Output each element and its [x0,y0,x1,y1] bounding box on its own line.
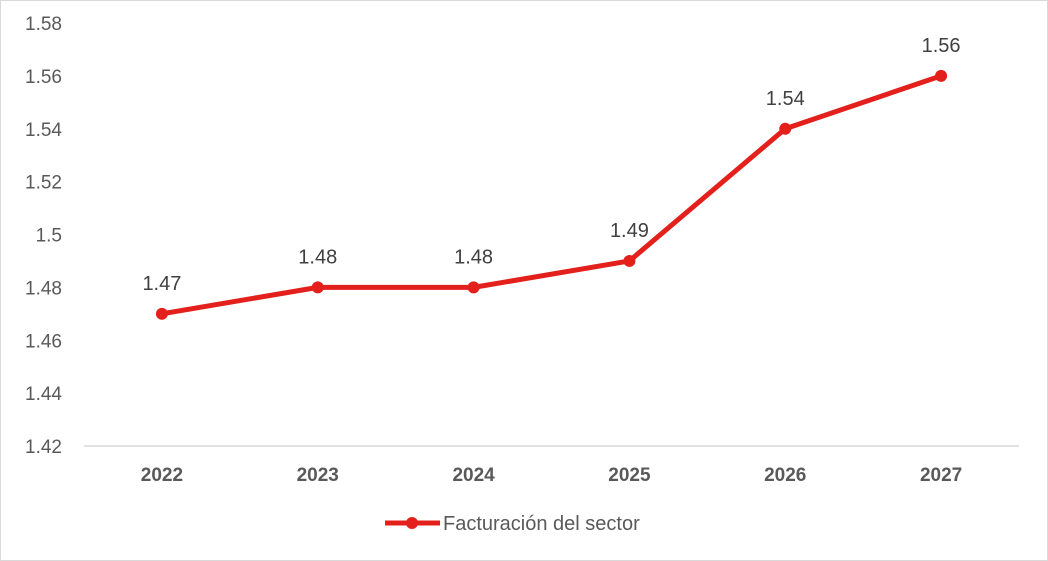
x-tick-label: 2023 [297,465,339,486]
y-tick-label: 1.52 [25,173,62,194]
x-tick-label: 2025 [608,465,651,486]
x-tick-label: 2022 [141,465,183,486]
y-tick-label: 1.46 [25,331,62,352]
y-tick-label: 1.58 [25,14,62,35]
series-line [161,73,942,317]
data-label: 1.48 [454,246,493,268]
data-label: 1.56 [922,35,961,57]
y-tick-label: 1.42 [25,437,62,458]
data-point [779,122,792,135]
y-axis: 1.42 1.44 1.46 1.48 1.5 1.52 1.54 1.56 1.58 [25,14,62,458]
data-label: 1.48 [298,246,337,268]
legend-point-marker [406,517,418,529]
y-tick-label: 1.5 [36,226,62,247]
data-labels: 1.47 1.48 1.48 1.49 1.54 1.56 [142,35,960,295]
legend-label: Facturación del sector [443,513,640,535]
y-tick-label: 1.44 [25,384,62,405]
data-point [467,281,480,294]
x-tick-label: 2027 [920,465,962,486]
data-label: 1.47 [142,273,181,295]
y-tick-label: 1.54 [25,120,62,141]
data-point [311,281,324,294]
x-tick-label: 2026 [764,465,806,486]
data-point [935,69,948,82]
data-point [623,254,636,267]
x-tick-label: 2024 [452,465,495,486]
legend: Facturación del sector [385,513,640,535]
x-axis: 2022 2023 2024 2025 2026 2027 [141,465,962,486]
y-tick-label: 1.48 [25,278,62,299]
data-point [155,307,168,320]
y-tick-label: 1.56 [25,67,62,88]
data-label: 1.54 [766,88,805,110]
series-facturacion [155,69,948,320]
data-label: 1.49 [610,220,649,242]
